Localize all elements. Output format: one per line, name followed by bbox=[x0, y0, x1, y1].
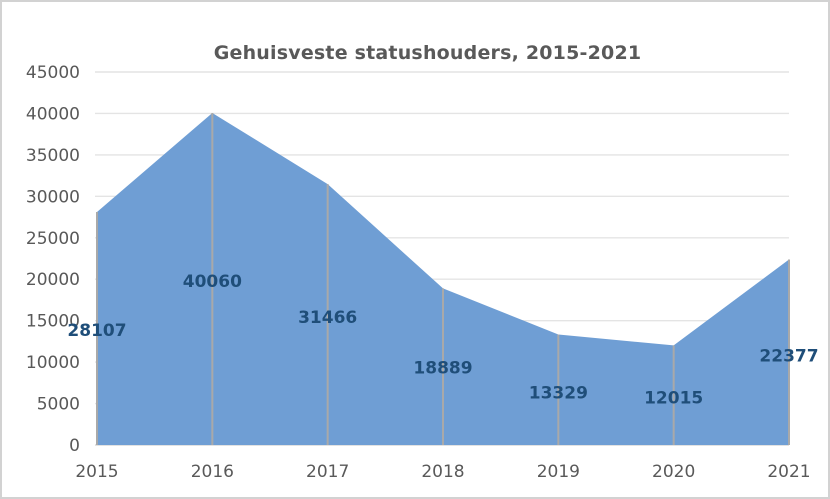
data-label: 18889 bbox=[413, 358, 472, 378]
y-tick-label: 5000 bbox=[37, 395, 80, 415]
y-tick-label: 0 bbox=[69, 436, 80, 456]
data-label: 31466 bbox=[298, 308, 357, 328]
y-tick-label: 30000 bbox=[26, 187, 80, 207]
x-tick-label: 2016 bbox=[191, 462, 234, 482]
x-tick-label: 2019 bbox=[537, 462, 580, 482]
y-tick-label: 25000 bbox=[26, 229, 80, 249]
chart-title: Gehuisveste statushouders, 2015-2021 bbox=[213, 42, 642, 64]
data-label: 13329 bbox=[529, 384, 588, 404]
y-tick-label: 40000 bbox=[26, 104, 80, 124]
x-tick-label: 2020 bbox=[652, 462, 695, 482]
y-tick-label: 35000 bbox=[26, 146, 80, 166]
data-label: 40060 bbox=[183, 272, 242, 292]
x-tick-label: 2021 bbox=[767, 462, 810, 482]
area-series bbox=[97, 112, 789, 445]
data-label: 22377 bbox=[759, 347, 818, 367]
y-tick-label: 45000 bbox=[26, 63, 80, 83]
y-tick-label: 10000 bbox=[26, 353, 80, 373]
x-tick-label: 2015 bbox=[75, 462, 118, 482]
y-tick-label: 15000 bbox=[26, 312, 80, 332]
data-label: 28107 bbox=[67, 321, 126, 341]
y-tick-label: 20000 bbox=[26, 270, 80, 290]
x-tick-label: 2018 bbox=[421, 462, 464, 482]
data-label: 12015 bbox=[644, 388, 703, 408]
x-tick-label: 2017 bbox=[306, 462, 349, 482]
